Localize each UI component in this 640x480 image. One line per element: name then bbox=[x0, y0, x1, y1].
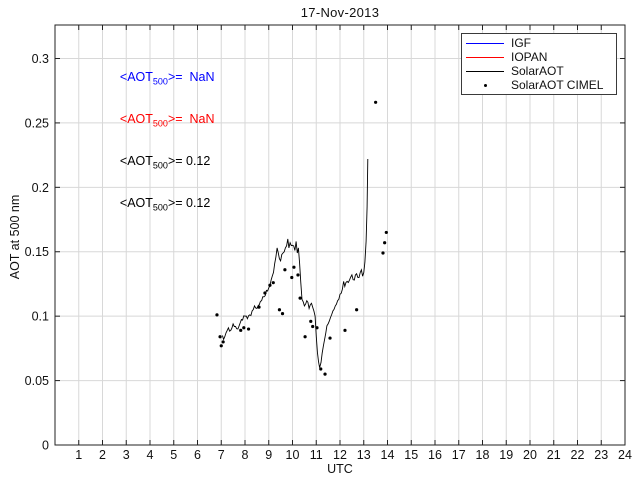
solaraot-cimel-point bbox=[221, 340, 225, 344]
solaraot-cimel-point bbox=[343, 328, 347, 332]
x-tick-label: 14 bbox=[381, 448, 395, 462]
x-tick-label: 13 bbox=[357, 448, 371, 462]
annotation-value: >= 0.12 bbox=[167, 154, 211, 168]
annotation-subscript: 500 bbox=[152, 160, 168, 171]
x-tick-label: 21 bbox=[547, 448, 561, 462]
legend-label-iopan: IOPAN bbox=[511, 50, 548, 64]
legend-label-solaraot: SolarAOT bbox=[511, 64, 564, 78]
solaraot-cimel-point bbox=[381, 251, 385, 255]
y-tick-label: 0 bbox=[42, 439, 49, 453]
x-tick-label: 23 bbox=[594, 448, 608, 462]
x-tick-label: 5 bbox=[170, 448, 177, 462]
solaraot-cimel-point bbox=[296, 273, 300, 277]
x-tick-label: 8 bbox=[242, 448, 249, 462]
x-tick-label: 3 bbox=[123, 448, 130, 462]
solaraot-cimel-point bbox=[246, 327, 251, 331]
annotation-subscript: 500 bbox=[152, 76, 168, 87]
x-axis-label: UTC bbox=[327, 462, 353, 476]
x-tick-label: 17 bbox=[452, 448, 466, 462]
solaraot-cimel-point bbox=[298, 296, 302, 300]
aot-mean-annotation-cimel: <AOT500>= 0.12 bbox=[106, 182, 210, 229]
x-tick-label: 1 bbox=[75, 448, 82, 462]
solaraot-cimel-point bbox=[242, 326, 246, 330]
x-tick-label: 12 bbox=[333, 448, 347, 462]
x-tick-label: 7 bbox=[218, 448, 225, 462]
y-tick-label: 0.05 bbox=[25, 374, 49, 388]
annotation-text: <AOT bbox=[119, 112, 153, 126]
legend-row-igf: IGF bbox=[462, 36, 616, 50]
solaraot-cimel-point bbox=[383, 241, 387, 245]
annotation-subscript: 500 bbox=[152, 202, 168, 213]
solaraot-cimel-point bbox=[257, 305, 261, 309]
solaraot-cimel-point bbox=[277, 308, 282, 312]
chart-title: 17-Nov-2013 bbox=[300, 5, 380, 20]
annotation-value: >= NaN bbox=[167, 70, 215, 84]
x-tick-label: 15 bbox=[404, 448, 418, 462]
x-tick-label: 16 bbox=[428, 448, 442, 462]
y-tick-label: 0.2 bbox=[32, 181, 49, 195]
legend-line-sample-solaraot bbox=[462, 70, 508, 72]
x-tick-label: 2 bbox=[99, 448, 106, 462]
x-tick-label: 20 bbox=[523, 448, 537, 462]
x-tick-label: 10 bbox=[286, 448, 300, 462]
legend-label-cimel: SolarAOT CIMEL bbox=[511, 78, 604, 92]
solaraot-cimel-point bbox=[271, 281, 275, 285]
x-tick-label: 24 bbox=[618, 448, 632, 462]
aot-mean-annotation-solaraot: <AOT500>= 0.12 bbox=[106, 140, 210, 187]
solaraot-cimel-point bbox=[319, 367, 323, 371]
solaraot-cimel-point bbox=[303, 335, 307, 339]
x-tick-label: 9 bbox=[265, 448, 272, 462]
legend: IGF IOPAN SolarAOT SolarAOT CIMEL bbox=[461, 33, 617, 95]
annotation-text: <AOT bbox=[119, 154, 153, 168]
legend-label-igf: IGF bbox=[511, 36, 531, 50]
x-tick-label: 22 bbox=[571, 448, 585, 462]
annotation-text: <AOT bbox=[119, 196, 153, 210]
solaraot-cimel-point bbox=[219, 344, 223, 348]
solaraot-cimel-point bbox=[218, 335, 222, 339]
x-tick-label: 11 bbox=[310, 448, 323, 462]
legend-marker-sample-cimel bbox=[462, 83, 508, 87]
x-tick-label: 19 bbox=[499, 448, 513, 462]
aot-mean-annotation-igf: <AOT500>= NaN bbox=[106, 56, 215, 103]
y-axis-label: AOT at 500 nm bbox=[8, 194, 22, 280]
annotation-text: <AOT bbox=[119, 70, 153, 84]
solaraot-cimel-point bbox=[263, 291, 267, 295]
solaraot-cimel-point bbox=[239, 328, 243, 332]
y-tick-label: 0.1 bbox=[32, 310, 49, 324]
solaraot-cimel-point bbox=[215, 313, 219, 317]
y-tick-label: 0.25 bbox=[25, 116, 49, 130]
solaraot-cimel-point bbox=[283, 268, 287, 272]
solaraot-cimel-point bbox=[328, 336, 332, 340]
legend-row-solaraot: SolarAOT bbox=[462, 64, 616, 78]
legend-row-iopan: IOPAN bbox=[462, 50, 616, 64]
x-tick-label: 4 bbox=[147, 448, 154, 462]
solaraot-cimel-point bbox=[268, 283, 272, 287]
solaraot-cimel-point bbox=[315, 326, 319, 330]
solaraot-cimel-point bbox=[309, 319, 313, 323]
legend-row-cimel: SolarAOT CIMEL bbox=[462, 78, 616, 92]
solaraot-curve bbox=[221, 158, 369, 368]
y-tick-label: 0.3 bbox=[32, 52, 49, 66]
solaraot-cimel-point bbox=[280, 311, 285, 316]
annotation-value: >= 0.12 bbox=[167, 196, 211, 210]
solaraot-cimel-point bbox=[323, 372, 327, 376]
solaraot-cimel-point bbox=[355, 308, 359, 312]
annotation-subscript: 500 bbox=[152, 118, 168, 129]
solaraot-cimel-point bbox=[290, 275, 294, 280]
legend-line-sample-iopan bbox=[462, 56, 508, 58]
solaraot-cimel-point bbox=[292, 265, 296, 269]
legend-line-sample-igf bbox=[462, 42, 508, 44]
solaraot-cimel-point bbox=[311, 324, 315, 329]
solaraot-cimel-point bbox=[384, 230, 388, 235]
x-tick-label: 18 bbox=[476, 448, 490, 462]
y-tick-label: 0.15 bbox=[25, 245, 49, 259]
x-tick-label: 6 bbox=[194, 448, 201, 462]
aot-mean-annotation-iopan: <AOT500>= NaN bbox=[106, 98, 215, 145]
solaraot-cimel-point bbox=[374, 100, 378, 104]
annotation-value: >= NaN bbox=[167, 112, 215, 126]
